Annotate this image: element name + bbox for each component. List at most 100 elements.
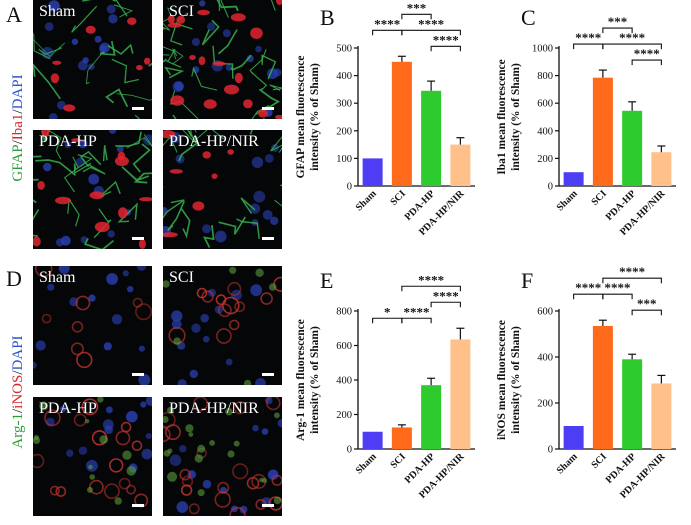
- chart-c-iba1: C Iba1 mean fluorescence intensity (% of S…: [496, 5, 676, 238]
- category-label: SCI: [388, 188, 408, 208]
- micrograph-d-pda-hp-image: [33, 397, 152, 508]
- panel-letter-a: A: [6, 2, 22, 27]
- bar-pda-hp: [421, 90, 442, 186]
- significance-label: ****: [575, 30, 601, 45]
- micrograph-a-sci-image: [163, 0, 282, 119]
- micrograph-label: PDA-HP: [39, 400, 97, 417]
- y-tick-label: 400: [336, 376, 352, 387]
- micrograph-label: SCI: [169, 3, 194, 20]
- y-tick-label: 400: [537, 353, 553, 364]
- y-tick-label: 800: [537, 71, 553, 82]
- stain-segment: GFAP: [10, 144, 26, 182]
- micrograph-a-sham-image: [33, 0, 152, 119]
- stain-segment: DAPI: [10, 335, 26, 371]
- significance-label: ****: [575, 280, 601, 295]
- panel-letter-b: B: [320, 5, 335, 30]
- significance-label: ****: [619, 30, 645, 45]
- category-label: Sham: [555, 188, 581, 214]
- significance-bracket: [430, 301, 461, 308]
- bar-pda-hp: [622, 359, 643, 449]
- bar-pda-hp-nir: [651, 152, 672, 186]
- stain-segment: Arg-1: [10, 413, 26, 449]
- micrograph-d-sci: SCI: [163, 266, 282, 385]
- scale-bar: [262, 107, 274, 110]
- significance-label: ****: [404, 304, 430, 319]
- bar-pda-hp-nir: [651, 383, 672, 449]
- bar-pda-hp-nir: [450, 339, 471, 449]
- y-tick-label: 200: [336, 126, 352, 137]
- panel-letter-c: C: [521, 5, 536, 30]
- significance-bracket: [401, 285, 461, 292]
- y-tick-label: 200: [537, 399, 553, 410]
- stain-segment: iNOS: [10, 374, 26, 409]
- micrograph-label: PDA-HP: [39, 133, 97, 150]
- panel-letter-d: D: [6, 266, 22, 291]
- y-axis-label: Iba1 mean fluorescence: [496, 59, 508, 174]
- significance-bracket: [430, 45, 461, 52]
- significance-label: ****: [374, 16, 400, 31]
- y-axis-label: Arg-1 mean fluorescence: [295, 319, 307, 441]
- scale-bar: [132, 373, 144, 376]
- significance-label: ****: [619, 264, 645, 279]
- scale-bar: [262, 373, 274, 376]
- micrograph-label: Sham: [39, 269, 76, 286]
- category-label: Sham: [555, 451, 581, 477]
- stain-segment: DAPI: [10, 74, 26, 110]
- panel-letter-f: F: [521, 268, 533, 293]
- micrograph-a-pda-hp: PDA-HP: [33, 130, 152, 249]
- stain-segment: /: [10, 408, 26, 413]
- category-label: Sham: [354, 188, 380, 214]
- y-axis-label: intensity (% of Sham): [309, 63, 321, 171]
- micrograph-label: PDA-HP/NIR: [169, 400, 259, 417]
- significance-label: ***: [637, 296, 657, 311]
- category-label: SCI: [589, 188, 609, 208]
- micrograph-label: Sham: [39, 3, 76, 20]
- bar-sci: [391, 427, 412, 449]
- scale-bar: [132, 107, 144, 110]
- y-tick-label: 0: [347, 445, 352, 456]
- significance-label: ****: [433, 32, 459, 47]
- bar-sham: [362, 431, 383, 449]
- y-tick-label: 400: [336, 71, 352, 82]
- significance-bracket: [401, 29, 461, 36]
- y-tick-label: 0: [548, 182, 553, 193]
- significance-label: ****: [605, 280, 631, 295]
- significance-label: ****: [433, 288, 459, 303]
- y-axis-label: GFAP mean fluorescence: [295, 56, 307, 179]
- y-tick-label: 200: [336, 410, 352, 421]
- y-tick-label: 100: [336, 154, 352, 165]
- y-tick-label: 200: [537, 154, 553, 165]
- scale-bar: [132, 504, 144, 507]
- significance-bracket: [631, 309, 662, 316]
- scale-bar: [262, 504, 274, 507]
- significance-label: *: [384, 304, 391, 319]
- significance-label: ****: [634, 46, 660, 61]
- category-label: Sham: [354, 451, 380, 477]
- y-tick-label: 600: [537, 99, 553, 110]
- bar-sci: [391, 61, 412, 186]
- significance-bracket: [602, 27, 633, 34]
- bar-sham: [563, 426, 584, 449]
- y-axis-label: intensity (% of Sham): [510, 326, 522, 434]
- significance-label: ****: [418, 16, 444, 31]
- significance-bracket: [602, 43, 662, 50]
- y-tick-label: 1000: [532, 44, 553, 55]
- chart-e-arg1: E Arg-1 mean fluorescence intensity (% of …: [295, 268, 475, 501]
- micrograph-a-sci: SCI: [163, 0, 282, 119]
- significance-bracket: [631, 59, 662, 66]
- micrograph-d-sham: Sham: [33, 266, 152, 385]
- significance-bracket: [602, 293, 633, 300]
- micrograph-a-sham: Sham: [33, 0, 152, 119]
- significance-label: ***: [608, 14, 628, 29]
- significance-label: ****: [418, 272, 444, 287]
- y-tick-label: 0: [548, 445, 553, 456]
- y-axis-label: intensity (% of Sham): [309, 326, 321, 434]
- category-label: SCI: [388, 451, 408, 471]
- y-tick-label: 800: [336, 307, 352, 318]
- stain-label-gfap-iba1-dapi: GFAP/Iba1/DAPI: [7, 8, 29, 248]
- significance-label: ***: [407, 0, 427, 15]
- y-axis-label: intensity (% of Sham): [510, 63, 522, 171]
- micrograph-a-pda-hp-nir: PDA-HP/NIR: [163, 130, 282, 249]
- y-tick-label: 600: [336, 341, 352, 352]
